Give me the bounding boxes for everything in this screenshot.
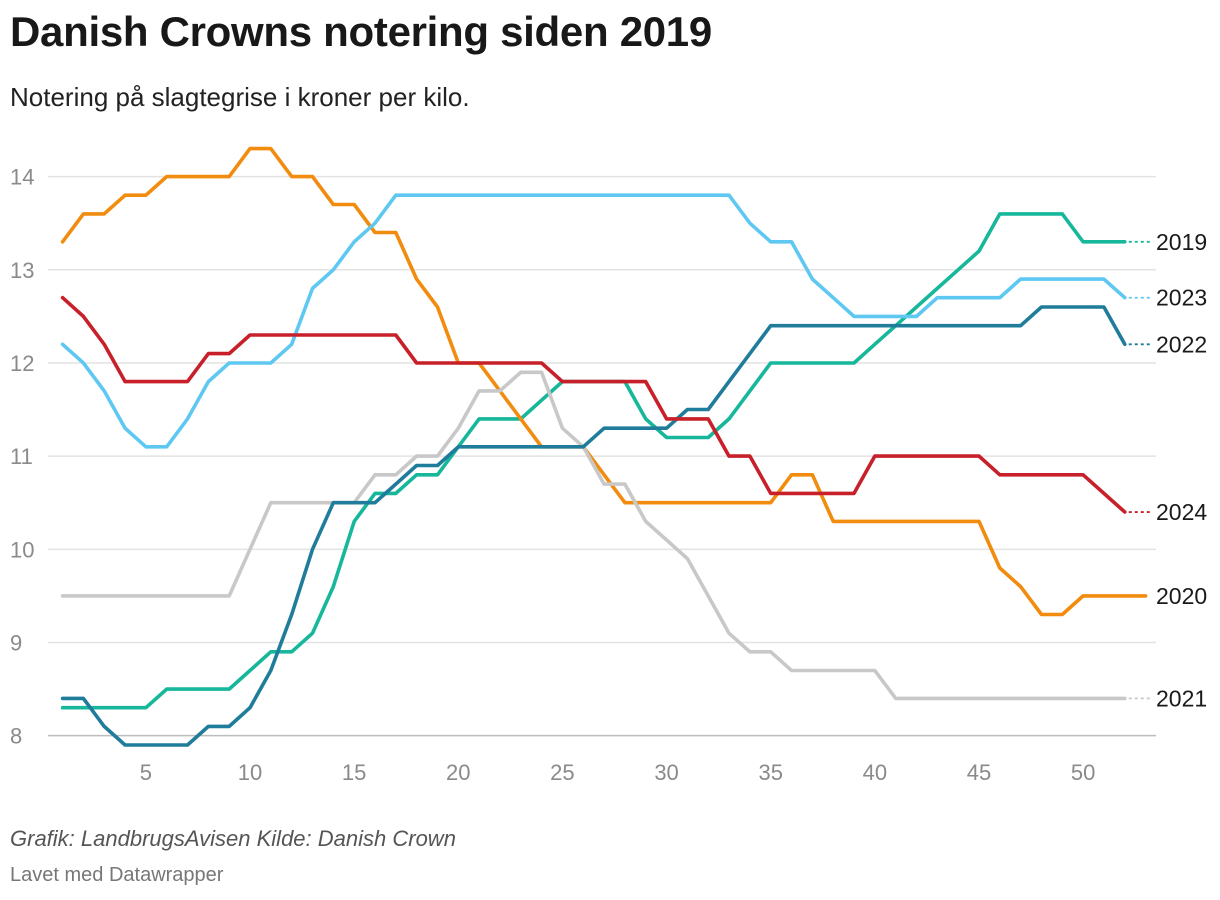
x-tick-label: 45: [967, 760, 991, 785]
y-tick-label: 9: [10, 631, 22, 656]
series-label-2020: 2020: [1156, 583, 1207, 609]
footer-source: Grafik: LandbrugsAvisen Kilde: Danish Cr…: [10, 826, 456, 851]
chart-title: Danish Crowns notering siden 2019: [10, 8, 712, 55]
y-tick-label: 14: [10, 165, 34, 190]
series-line-2022: [60, 305, 1127, 747]
x-tick-label: 35: [758, 760, 782, 785]
series-line-2021: [60, 370, 1127, 701]
series-label-2021: 2021: [1156, 685, 1207, 711]
x-tick-label: 10: [238, 760, 262, 785]
x-tick-label: 5: [140, 760, 152, 785]
y-tick-label: 11: [10, 444, 33, 469]
x-tick-label: 25: [550, 760, 574, 785]
y-tick-label: 8: [10, 724, 22, 749]
y-tick-label: 10: [10, 537, 34, 562]
series-line-2023: [60, 193, 1127, 449]
x-tick-label: 20: [446, 760, 470, 785]
y-axis-ticks: 8 9 10 11 12 13 14: [10, 165, 34, 749]
x-tick-label: 40: [863, 760, 887, 785]
series-line-2024: [60, 295, 1127, 514]
series-label-2022: 2022: [1156, 331, 1207, 357]
series-label-2023: 2023: [1156, 285, 1207, 311]
y-tick-label: 13: [10, 258, 34, 283]
series-lines: [60, 146, 1148, 747]
x-axis-ticks: 5 10 15 20 25 30 35 40 45 50: [140, 760, 1096, 785]
series-labels: 2019 2020 2021 2022 2023 2024: [1128, 229, 1207, 711]
series-label-2019: 2019: [1156, 229, 1207, 255]
x-tick-label: 30: [654, 760, 678, 785]
x-tick-label: 50: [1071, 760, 1095, 785]
gridlines: [48, 175, 1156, 737]
y-tick-label: 12: [10, 351, 34, 376]
footer-made-with: Lavet med Datawrapper: [10, 864, 224, 886]
chart-subtitle: Notering på slagtegrise i kroner per kil…: [10, 82, 470, 112]
line-chart: 8 9 10 11 12 13 14 5 10 15 20 25 30 35 40 45 50 2019 202…: [10, 146, 1207, 785]
series-line-2020: [60, 146, 1148, 617]
x-tick-label: 15: [342, 760, 366, 785]
series-label-2024: 2024: [1156, 499, 1207, 525]
